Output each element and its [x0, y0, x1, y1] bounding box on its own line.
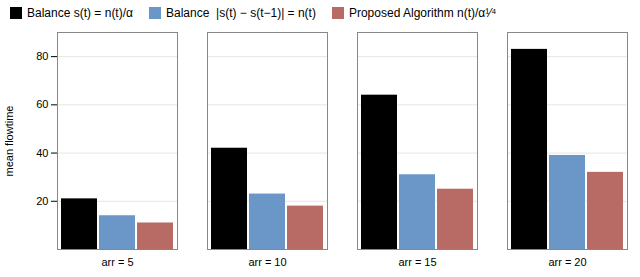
svg-text:arr = 10: arr = 10 [248, 256, 286, 268]
svg-text:mean flowtime: mean flowtime [3, 106, 15, 177]
svg-text:40: 40 [36, 147, 48, 159]
svg-text:arr = 15: arr = 15 [398, 256, 436, 268]
svg-text:80: 80 [36, 50, 48, 62]
svg-text:60: 60 [36, 98, 48, 110]
html-text:Proposed Algorithm n(t)/α¹⁄⁴: Proposed Algorithm n(t)/α¹⁄⁴ [348, 6, 497, 20]
svg-text:20: 20 [36, 195, 48, 207]
html-text:Balance s(t) = n(t)/α: Balance s(t) = n(t)/α [27, 6, 133, 20]
html-text:Balance |s(t) − s(t−1)| = n(t): Balance |s(t) − s(t−1)| = n(t) [166, 6, 316, 20]
svg-text:arr = 20: arr = 20 [548, 256, 586, 268]
svg-text:arr = 5: arr = 5 [101, 256, 133, 268]
